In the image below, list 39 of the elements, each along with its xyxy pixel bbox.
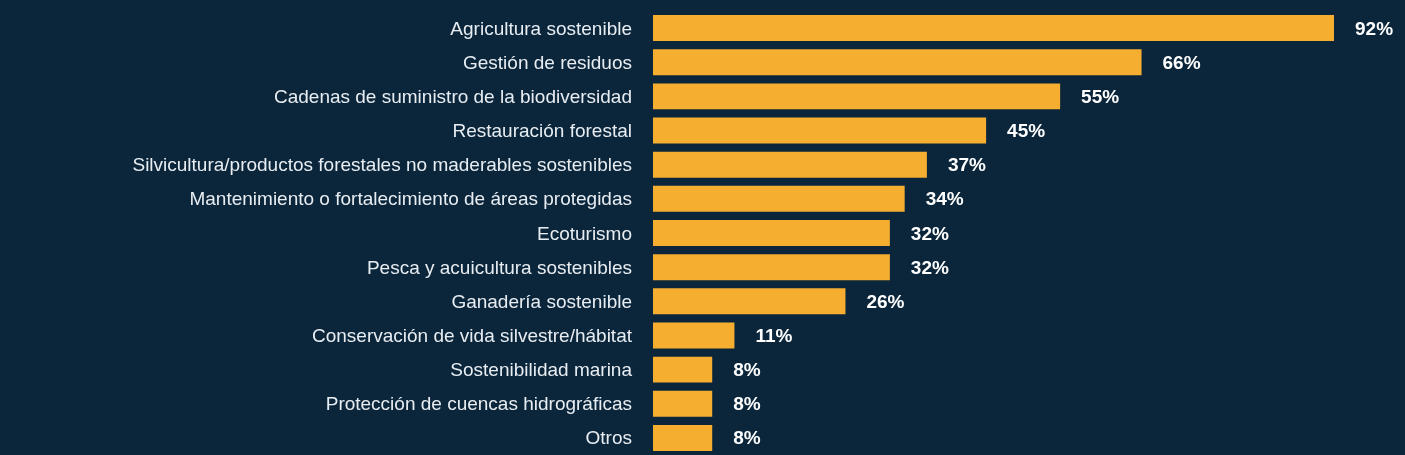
bar bbox=[653, 117, 987, 144]
data-label: 26% bbox=[866, 290, 905, 312]
y-tick-label: Conservación de vida silvestre/hábitat bbox=[311, 324, 633, 346]
y-tick-label: Gestión de residuos bbox=[463, 51, 632, 73]
bar bbox=[653, 390, 713, 417]
bar bbox=[653, 83, 1061, 110]
bar bbox=[653, 424, 713, 451]
y-tick-label: Mantenimiento o fortalecimiento de áreas protegidas bbox=[189, 188, 632, 210]
y-tick-label: Silvicultura/productos forestales no maderables sostenibles bbox=[132, 154, 632, 176]
y-tick-label: Restauración forestal bbox=[452, 120, 632, 142]
y-tick-label: Protección de cuencas hidrográficas bbox=[325, 393, 632, 415]
bar bbox=[653, 15, 1334, 42]
data-label: 32% bbox=[910, 256, 949, 278]
bar bbox=[653, 220, 890, 246]
y-tick-label: Cadenas de suministro de la biodiversidad bbox=[273, 85, 632, 107]
y-tick-label: Otros bbox=[585, 427, 632, 449]
bar bbox=[653, 254, 890, 281]
bar bbox=[653, 49, 1142, 76]
data-label: 11% bbox=[755, 324, 793, 346]
data-label: 45% bbox=[1007, 120, 1046, 142]
data-label: 92% bbox=[1355, 17, 1394, 39]
data-label: 34% bbox=[925, 188, 964, 210]
y-tick-label: Ganadería sostenible bbox=[451, 290, 632, 312]
bar bbox=[653, 151, 927, 178]
bar bbox=[653, 356, 713, 383]
data-label: 32% bbox=[910, 222, 949, 244]
bar bbox=[653, 288, 846, 315]
data-label: 66% bbox=[1162, 51, 1201, 73]
data-label: 37% bbox=[947, 154, 987, 176]
y-tick-label: Pesca y acuicultura sostenibles bbox=[366, 256, 632, 278]
data-label: 8% bbox=[733, 359, 761, 381]
data-label: 8% bbox=[733, 427, 761, 449]
bar bbox=[653, 322, 735, 349]
y-tick-label: Ecoturismo bbox=[536, 222, 632, 244]
data-label: 55% bbox=[1081, 85, 1120, 107]
data-label: 8% bbox=[733, 393, 761, 415]
bar bbox=[653, 185, 905, 212]
y-tick-label: Sostenibilidad marina bbox=[450, 359, 633, 381]
y-tick-label: Agricultura sostenible bbox=[450, 17, 632, 39]
